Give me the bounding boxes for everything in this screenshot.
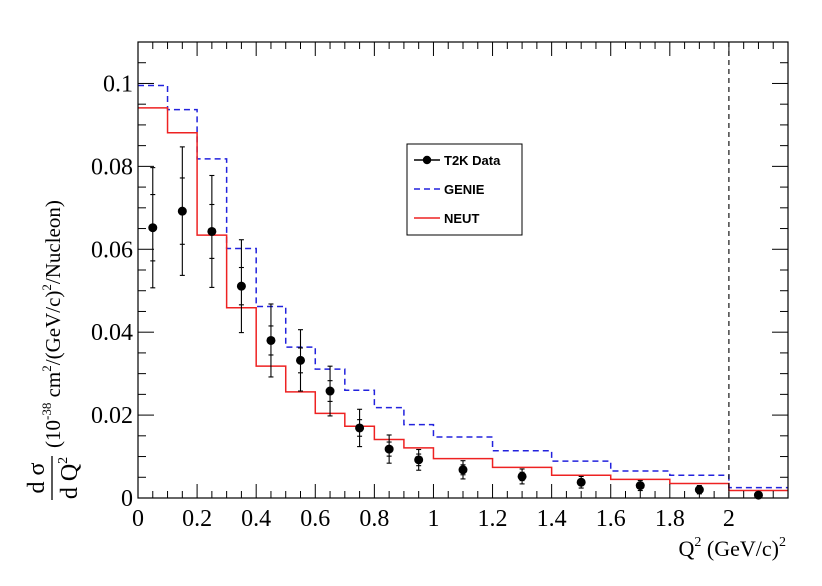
- data-marker: [694, 485, 704, 495]
- y-tick-label: 0.1: [103, 71, 133, 97]
- y-tick-label: 0.04: [91, 320, 133, 346]
- data-point: [325, 365, 335, 417]
- data-point: [266, 303, 276, 378]
- data-marker: [355, 423, 365, 433]
- data-marker: [635, 481, 645, 491]
- legend-entry-t2k-data: T2K Data: [414, 153, 501, 168]
- x-tick-label: 0.2: [182, 506, 212, 532]
- y-tick-label: 0.08: [91, 154, 133, 180]
- y-tick-label: 0.02: [91, 403, 133, 429]
- x-tick-label: 1.4: [537, 506, 567, 532]
- neut-series: [138, 107, 788, 492]
- data-point: [517, 468, 527, 485]
- y-axis-units: (10-38 cm2/(GeV/c)2/Nucleon): [39, 200, 65, 448]
- y-axis-frac-denominator: d Q2: [56, 457, 83, 499]
- legend-label-neut: NEUT: [444, 211, 479, 226]
- legend: T2K Data GENIE NEUT: [406, 143, 523, 236]
- data-marker: [236, 281, 246, 291]
- axis-tick-labels: 0 0.2 0.4 0.6 0.8 1 1.2 1.4 1.6 1.8 2 0 0.02 0.04 0.06…: [91, 71, 735, 532]
- data-marker: [148, 223, 158, 233]
- x-axis-title: Q2 (GeV/c)2: [679, 535, 786, 561]
- data-point: [177, 146, 187, 276]
- legend-t2k-marker: [422, 155, 432, 165]
- neut-step-line: [138, 107, 788, 492]
- data-point: [207, 174, 217, 288]
- x-tick-label: 2: [723, 506, 735, 532]
- data-marker: [458, 465, 468, 475]
- x-tick-label: 1.6: [596, 506, 626, 532]
- data-point: [296, 329, 305, 392]
- x-tick-label: 1.8: [655, 506, 685, 532]
- y-axis-title: d σ d Q2 (10-38 cm2/(GeV/c)2/Nucleon): [24, 200, 83, 500]
- data-point: [576, 475, 586, 489]
- data-marker: [207, 226, 217, 236]
- data-point: [414, 448, 424, 471]
- t2k-data-series: [148, 146, 763, 500]
- x-tick-label: 0: [132, 506, 144, 532]
- axis-ticks: [137, 41, 789, 499]
- y-tick-label: 0: [121, 486, 133, 512]
- data-marker: [296, 355, 305, 365]
- data-point: [384, 434, 394, 464]
- y-tick-label: 0.06: [91, 237, 133, 263]
- legend-entry-neut: NEUT: [414, 211, 479, 226]
- x-tick-label: 0.6: [300, 506, 330, 532]
- x-tick-label: 0.4: [241, 506, 271, 532]
- data-point: [236, 239, 246, 334]
- x-tick-label: 1: [427, 506, 439, 532]
- data-point: [635, 480, 645, 492]
- data-point: [458, 460, 468, 480]
- legend-label-genie: GENIE: [444, 182, 485, 197]
- data-marker: [414, 455, 424, 465]
- data-point: [148, 167, 158, 289]
- legend-label-t2k-data: T2K Data: [444, 153, 501, 168]
- data-marker: [517, 471, 527, 481]
- data-marker: [177, 206, 187, 216]
- data-marker: [266, 335, 276, 345]
- data-marker: [576, 477, 586, 487]
- data-point: [355, 408, 365, 448]
- y-axis-frac-numerator: d σ: [24, 462, 50, 493]
- data-marker: [384, 444, 394, 454]
- x-tick-label: 0.8: [359, 506, 389, 532]
- plot-frame: [137, 41, 789, 499]
- legend-entry-genie: GENIE: [414, 182, 485, 197]
- x-tick-label: 1.2: [478, 506, 508, 532]
- data-marker: [325, 386, 335, 396]
